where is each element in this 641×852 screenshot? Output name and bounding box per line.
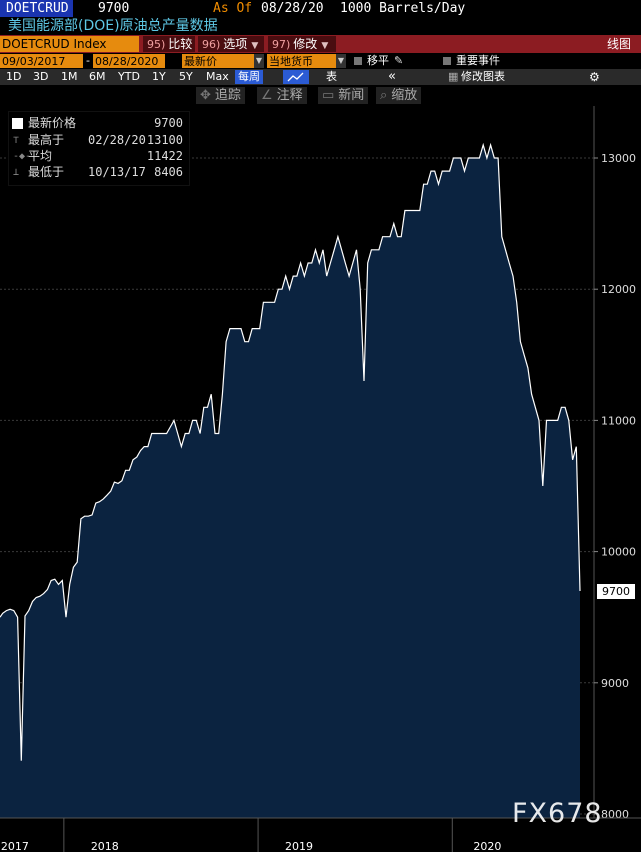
news-label: 新闻 (338, 88, 365, 103)
chevron-down-icon: ▼ (321, 41, 329, 51)
edit-button[interactable]: 97) 修改 ▼ (268, 36, 336, 52)
range-5y[interactable]: 5Y (179, 70, 193, 83)
chart-legend[interactable]: 最新价格 9700 ⊤ 最高于 02/28/20 13100 -◆- 平均 11… (8, 111, 190, 186)
currency-select[interactable]: 当地货币 (267, 54, 336, 68)
edit-chart-button[interactable]: 修改图表 (461, 70, 505, 83)
date-separator: - (86, 54, 90, 67)
chevron-down-icon[interactable]: ▼ (336, 54, 346, 68)
watermark: FX678 (512, 798, 603, 829)
events-label: 重要事件 (456, 54, 500, 67)
legend-avg-name: 平均 (28, 149, 53, 163)
x-tick-label: 2019 (285, 840, 313, 852)
as-of-label: As Of (213, 1, 253, 16)
average-marker-icon: -◆- (13, 151, 32, 162)
y-tick-label: 12000 (601, 283, 636, 296)
series-line (0, 142, 581, 761)
y-tick-label: 13000 (601, 152, 636, 165)
options-label: 选项 (223, 37, 248, 51)
zoom-tool[interactable]: ⌕ 缩放 (376, 87, 422, 104)
range-1d[interactable]: 1D (6, 70, 22, 83)
smooth-label: 移平 (367, 54, 389, 67)
range-3d[interactable]: 3D (33, 70, 49, 83)
zoom-label: 缩放 (391, 88, 418, 103)
annotate-label: 注释 (276, 88, 303, 103)
range-selector-row: 1D 3D 1M 6M YTD 1Y 5Y Max 每周 表 « ▦ 修改图表 … (0, 69, 641, 85)
legend-last: 最新价格 9700 (9, 116, 189, 131)
range-1y[interactable]: 1Y (152, 70, 166, 83)
smooth-checkbox[interactable] (354, 57, 362, 65)
y-axis: 8000 9000 10000 11000 12000 13000 (594, 152, 636, 821)
end-date-input[interactable]: 08/28/2020 (93, 54, 165, 68)
low-marker-icon: ⊥ (13, 167, 20, 178)
legend-low-date: 10/13/17 (88, 165, 146, 179)
legend-avg: -◆- 平均 11422 (9, 149, 189, 164)
security-header: DOETCRUD 9700 As Of 08/28/20 1000 Barrel… (0, 0, 641, 17)
y-tick-label: 11000 (601, 414, 636, 427)
range-max[interactable]: Max (206, 70, 229, 83)
edit-chart-icon[interactable]: ▦ (448, 70, 459, 83)
annotate-tool[interactable]: ∠ 注释 (257, 87, 307, 104)
field-select[interactable]: 最新价 (182, 54, 254, 68)
news-icon: ▭ (322, 88, 335, 103)
gear-icon[interactable]: ⚙ (589, 70, 600, 84)
range-ytd[interactable]: YTD (118, 70, 140, 83)
legend-high-name: 最高于 (28, 133, 65, 147)
range-1m[interactable]: 1M (61, 70, 78, 83)
legend-low-value: 8406 (154, 165, 183, 179)
y-tick-label: 8000 (601, 808, 629, 821)
high-marker-icon: ⊤ (13, 135, 20, 146)
index-input[interactable]: DOETCRUD Index (0, 36, 139, 52)
chevron-down-icon[interactable]: ▼ (254, 54, 264, 68)
range-6m[interactable]: 6M (89, 70, 106, 83)
compare-label: 比较 (168, 37, 193, 51)
y-tick-label: 9000 (601, 677, 629, 690)
units-label: 1000 Barrels/Day (340, 1, 466, 16)
table-button[interactable]: 表 (326, 70, 337, 83)
magnifier-icon: ⌕ (380, 88, 388, 103)
period-select[interactable]: 每周 (235, 70, 263, 84)
track-tool[interactable]: ✥ 追踪 (196, 87, 245, 104)
date-range-row: 09/03/2017 - 08/28/2020 最新价 ▼ 当地货币 ▼ 移平 … (0, 53, 641, 69)
chart-subtitle: 美国能源部(DOE)原油总产量数据 (0, 17, 641, 35)
legend-last-name: 最新价格 (28, 116, 77, 130)
track-label: 追踪 (214, 88, 241, 103)
annotation-toolbar: ✥ 追踪 ∠ 注释 ▭ 新闻 ⌕ 缩放 (0, 85, 641, 106)
last-price-label: 9700 (597, 584, 635, 599)
events-checkbox[interactable] (443, 57, 451, 65)
ticker-label[interactable]: DOETCRUD (0, 0, 73, 17)
chart-type-button[interactable]: 线图 (606, 37, 631, 51)
legend-high-value: 13100 (146, 133, 183, 147)
x-tick-label: 2018 (91, 840, 119, 852)
legend-high-date: 02/28/20 (88, 133, 146, 147)
legend-swatch (12, 118, 23, 129)
options-number: 96) (202, 38, 221, 51)
legend-high: ⊤ 最高于 02/28/20 13100 (9, 133, 189, 148)
line-chart-icon[interactable] (283, 70, 309, 84)
news-tool[interactable]: ▭ 新闻 (318, 87, 369, 104)
compare-button[interactable]: 95) 比较 (143, 36, 195, 52)
chevron-down-icon: ▼ (251, 41, 259, 51)
x-tick-label: 2020 (473, 840, 501, 852)
pencil-icon[interactable]: ✎ (394, 54, 404, 67)
collapse-icon[interactable]: « (388, 69, 396, 84)
as-of-date: 08/28/20 (261, 1, 324, 16)
last-price: 9700 (98, 1, 130, 16)
legend-low: ⊥ 最低于 10/13/17 8406 (9, 165, 189, 180)
crosshair-icon: ✥ (200, 88, 211, 103)
start-date-input[interactable]: 09/03/2017 (0, 54, 83, 68)
legend-low-name: 最低于 (28, 165, 65, 179)
options-button[interactable]: 96) 选项 ▼ (198, 36, 264, 52)
y-tick-label: 10000 (601, 546, 636, 559)
compare-number: 95) (147, 38, 166, 51)
edit-label: 修改 (293, 37, 318, 51)
command-toolbar: DOETCRUD Index 95) 比较 96) 选项 ▼ 97) 修改 ▼ 线图 (0, 35, 641, 53)
x-tick-label: 2017 (1, 840, 29, 852)
legend-avg-value: 11422 (146, 149, 183, 163)
x-axis: 2017 2018 2019 2020 (1, 818, 501, 852)
legend-last-value: 9700 (154, 116, 183, 130)
series-area (0, 144, 580, 818)
edit-number: 97) (272, 38, 291, 51)
pencil-icon: ∠ (261, 88, 273, 103)
